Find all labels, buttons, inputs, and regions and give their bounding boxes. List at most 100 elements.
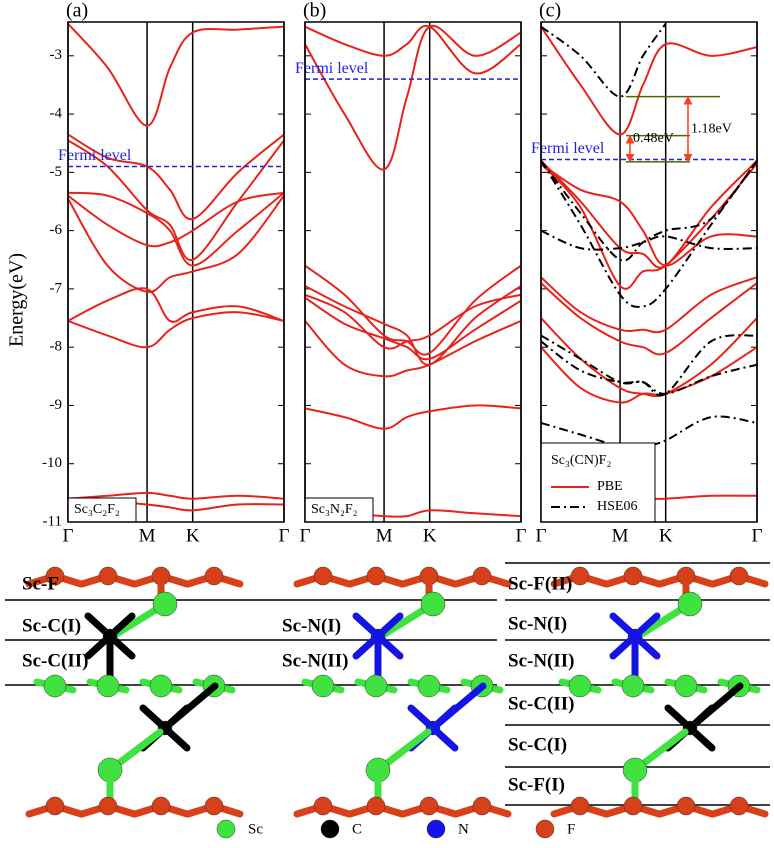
band: [541, 23, 667, 98]
atom: [98, 566, 118, 586]
layer-label: Sc-C(II): [22, 650, 89, 671]
legend-title: Sc₃(CN)F₂: [551, 453, 611, 468]
band: [68, 133, 284, 220]
inset-box: [67, 497, 137, 523]
atom: [472, 796, 492, 816]
atom: [366, 566, 386, 586]
inset-label: Sc₃C₂F₂: [74, 502, 120, 517]
y-tick-label: -10: [42, 455, 62, 471]
atom: [43, 674, 67, 698]
y-tick-label: -11: [43, 513, 62, 529]
band: [68, 491, 284, 500]
band: [541, 334, 757, 397]
atom: [313, 796, 333, 816]
legend-box: [540, 442, 656, 523]
gap-label: 0.48eV: [633, 131, 674, 146]
atom: [419, 796, 439, 816]
x-tick-label: Γ: [279, 525, 290, 546]
atom: [311, 674, 335, 698]
layer-label: Sc-C(II): [508, 693, 575, 714]
atom: [623, 796, 643, 816]
atom: [420, 591, 446, 617]
band: [68, 191, 284, 267]
band: [541, 415, 757, 449]
band: [541, 160, 757, 262]
atom: [152, 591, 178, 617]
x-tick-label: Γ: [536, 525, 547, 546]
atom-legend-label: F: [567, 821, 575, 837]
x-tick-label: K: [186, 525, 200, 546]
y-tick-label: -3: [50, 47, 63, 63]
band: [305, 296, 521, 361]
atom: [623, 566, 643, 586]
bands: [541, 23, 757, 500]
band: [541, 162, 757, 290]
band: [541, 26, 757, 136]
atom-legend-label: C: [352, 821, 362, 837]
atom: [204, 796, 224, 816]
inset-label: Sc₃N₂F₂: [311, 502, 358, 517]
atom: [621, 674, 645, 698]
atom: [677, 591, 703, 617]
band: [68, 311, 284, 349]
plot-frame: [67, 21, 285, 523]
band: [541, 162, 757, 267]
band: [305, 404, 521, 430]
x-tick-label: Γ: [300, 525, 311, 546]
fermi-label: Fermi level: [295, 60, 369, 77]
x-tick-label: M: [139, 525, 156, 546]
layer-label: Sc-F(I): [508, 774, 565, 795]
y-tick-label: -8: [50, 339, 63, 355]
atom: [426, 819, 446, 839]
atom: [417, 674, 441, 698]
atom: [151, 796, 171, 816]
band: [305, 24, 521, 75]
atom: [204, 566, 224, 586]
band: [68, 287, 284, 323]
atom: [45, 566, 65, 586]
atom: [729, 796, 749, 816]
atom: [676, 796, 696, 816]
y-axis-title: Energy(eV): [6, 253, 28, 347]
atom: [320, 819, 340, 839]
fermi-label: Fermi level: [58, 147, 132, 164]
atom: [313, 566, 333, 586]
atom: [98, 796, 118, 816]
x-tick-label: Γ: [752, 525, 763, 546]
atom: [535, 819, 555, 839]
atom: [45, 796, 65, 816]
atom: [674, 674, 698, 698]
band: [305, 285, 521, 366]
y-tick-label: -6: [50, 222, 63, 238]
y-tick-label: -9: [50, 397, 63, 413]
band: [305, 293, 521, 350]
panel-label: (c): [539, 0, 561, 22]
band: [68, 23, 284, 127]
band: [541, 346, 757, 404]
bands: [305, 24, 521, 518]
layer-label: Sc-C(I): [22, 615, 81, 636]
band: [68, 191, 284, 248]
x-tick-label: K: [423, 525, 437, 546]
atom-legend-label: N: [458, 821, 469, 837]
layer-label: Sc-F(II): [508, 573, 572, 594]
x-tick-label: M: [376, 525, 393, 546]
layer-label: Sc-N(I): [282, 615, 341, 636]
plot-frame: [540, 21, 758, 523]
x-tick-label: K: [659, 525, 673, 546]
y-tick-label: -7: [50, 280, 63, 296]
atom: [149, 674, 173, 698]
atom: [96, 674, 120, 698]
atom: [472, 566, 492, 586]
bands: [68, 23, 284, 512]
layer-label: Sc-N(II): [282, 650, 349, 671]
atom: [570, 796, 590, 816]
fermi-label: Fermi level: [531, 140, 605, 157]
band: [305, 24, 521, 171]
layer-label: Sc-N(I): [508, 613, 567, 634]
gap-label: 1.18eV: [691, 121, 732, 136]
band: [305, 320, 521, 378]
band: [541, 282, 757, 356]
x-tick-label: M: [612, 525, 629, 546]
